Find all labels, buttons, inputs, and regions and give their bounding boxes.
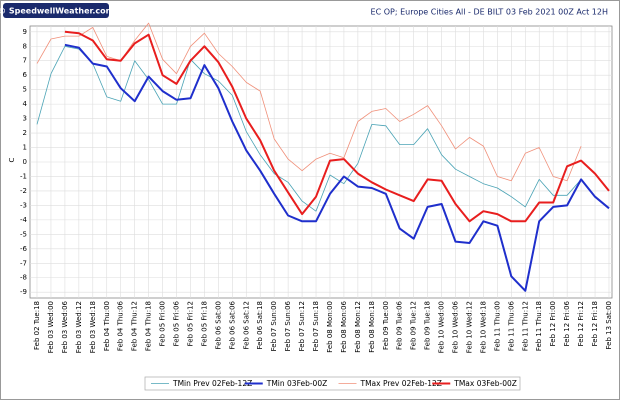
x-tick-label: Feb 05 Fri:18 [200, 301, 208, 346]
x-tick-label: Feb 07 Sun:12 [298, 301, 306, 351]
x-tick-label: Feb 05 Fri:00 [159, 301, 167, 346]
brand: © SpeedwellWeather.com [0, 7, 114, 16]
x-tick-label: Feb 09 Tue:06 [396, 300, 404, 350]
y-tick-label: 0 [23, 158, 27, 166]
legend-label: TMax Prev 02Feb-12Z [360, 379, 442, 388]
chart-title: EC OP; Europe Cities All - DE BILT 03 Fe… [371, 8, 608, 17]
x-tick-label: Feb 09 Tue:00 [382, 301, 390, 350]
y-tick-label: 2 [23, 129, 27, 137]
x-tick-label: Feb 10 Wed:06 [452, 300, 460, 353]
legend-label: TMin 03Feb-00Z [266, 379, 327, 388]
y-tick-label: -4 [20, 216, 28, 224]
x-tick-label: Feb 04 Thu:00 [103, 301, 111, 351]
x-tick-label: Feb 09 Tue:12 [410, 301, 418, 350]
x-tick-label: Feb 07 Sun:00 [270, 301, 278, 351]
x-tick-label: Feb 04 Thu:12 [131, 301, 139, 351]
x-tick-label: Feb 03 Wed:12 [75, 301, 83, 353]
x-tick-label: Feb 04 Thu:18 [145, 301, 153, 351]
x-tick-label: Feb 13 Sat:00 [605, 301, 613, 350]
x-tick-label: Feb 08 Mon:12 [354, 301, 362, 353]
y-tick-label: 7 [23, 57, 27, 65]
x-tick-label: Feb 02 Tue:18 [33, 301, 41, 350]
x-tick-label: Feb 11 Thu:06 [507, 300, 515, 351]
legend-box [144, 376, 521, 391]
y-tick-label: 1 [23, 144, 27, 152]
x-tick-label: Feb 12 Fri:12 [577, 301, 585, 346]
x-tick-label: Feb 11 Thu:12 [521, 301, 529, 351]
x-tick-label: Feb 12 Fri:06 [563, 300, 571, 346]
x-tick-label: Feb 08 Mon:00 [326, 301, 334, 353]
x-tick-label: Feb 09 Tue:18 [424, 301, 432, 350]
x-tick-label: Feb 07 Sun:18 [312, 301, 320, 351]
y-tick-label: -7 [20, 259, 27, 267]
y-tick-label: 5 [23, 86, 27, 94]
y-tick-label: -9 [20, 288, 27, 296]
y-tick-label: -1 [20, 172, 27, 180]
x-tick-label: Feb 12 Fri:18 [591, 301, 599, 346]
x-tick-label: Feb 12 Fri:00 [549, 301, 557, 346]
legend-label: TMin Prev 02Feb-12Z [172, 379, 252, 388]
y-tick-label: 9 [23, 28, 27, 36]
y-tick-label: -2 [20, 187, 27, 195]
y-tick-label: -3 [20, 201, 27, 209]
x-tick-label: Feb 06 Sat:00 [214, 301, 222, 350]
y-tick-label: -5 [20, 230, 27, 238]
x-tick-label: Feb 06 Sat:06 [228, 300, 236, 349]
x-tick-label: Feb 10 Wed:18 [479, 301, 487, 353]
x-tick-label: Feb 08 Mon:18 [368, 301, 376, 353]
x-tick-label: Feb 10 Wed:00 [438, 301, 446, 353]
y-tick-label: 6 [23, 71, 28, 79]
y-tick-label: 8 [23, 42, 27, 50]
y-tick-label: 4 [23, 100, 28, 108]
x-tick-label: Feb 06 Sat:18 [256, 301, 264, 350]
x-tick-label: Feb 05 Fri:06 [173, 300, 181, 346]
y-tick-label: -6 [20, 245, 28, 253]
series-line [64, 43, 610, 292]
x-tick-label: Feb 10 Wed:12 [465, 301, 473, 353]
x-tick-label: Feb 03 Wed:06 [61, 300, 69, 353]
x-tick-label: Feb 08 Mon:06 [340, 300, 348, 352]
y-tick-label: 3 [23, 115, 27, 123]
y-axis-label: C [8, 157, 16, 162]
x-tick-label: Feb 07 Sun:06 [284, 300, 292, 351]
legend-label: TMax 03Feb-00Z [453, 379, 517, 388]
x-tick-label: Feb 04 Thu:06 [117, 300, 125, 351]
x-tick-label: Feb 11 Thu:18 [535, 301, 543, 351]
y-tick-label: -8 [20, 274, 27, 282]
x-tick-label: Feb 05 Fri:12 [186, 301, 194, 346]
series-line [64, 30, 610, 223]
x-tick-label: Feb 11 Thu:00 [493, 301, 501, 351]
x-tick-label: Feb 03 Wed:00 [47, 301, 55, 353]
x-tick-label: Feb 03 Wed:18 [89, 301, 97, 353]
x-tick-label: Feb 06 Sat:12 [242, 301, 250, 350]
brand-box [3, 3, 109, 18]
